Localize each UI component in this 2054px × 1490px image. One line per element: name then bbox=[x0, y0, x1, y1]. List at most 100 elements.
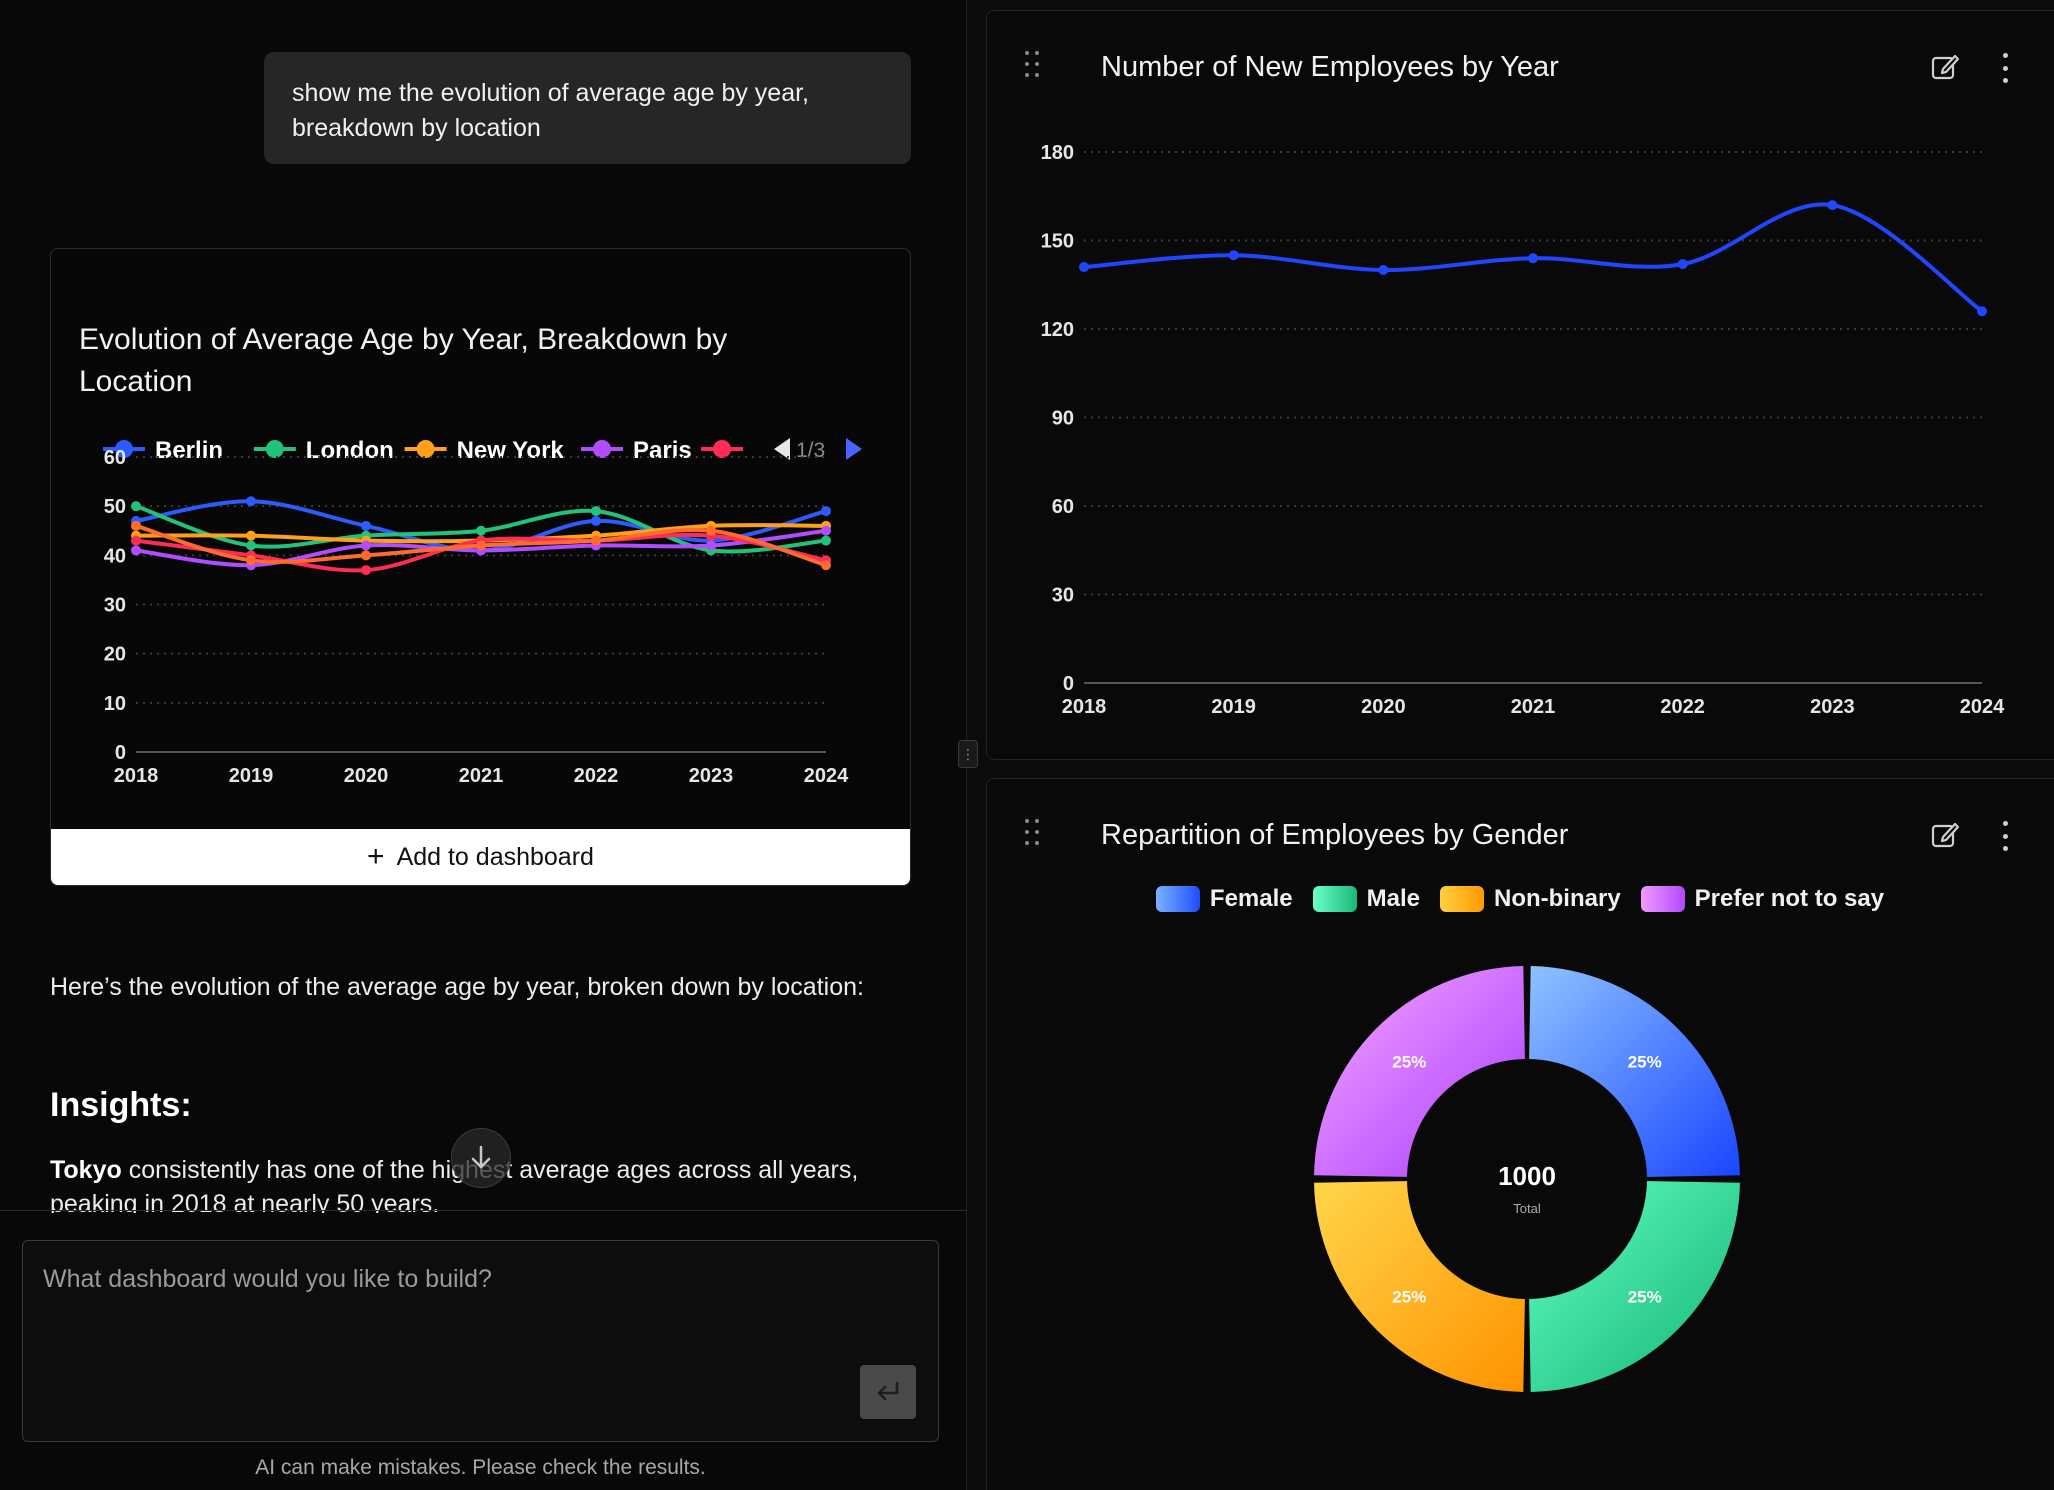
gender-widget-title: Repartition of Employees by Gender bbox=[1101, 819, 1569, 851]
legend-next-icon[interactable] bbox=[846, 438, 862, 460]
employees-y-tick-label: 150 bbox=[1041, 231, 1074, 253]
age-data-point bbox=[361, 550, 371, 561]
age-y-tick-label: 40 bbox=[104, 545, 126, 567]
age-data-point bbox=[131, 535, 141, 546]
gender-legend-item[interactable]: Non-binary bbox=[1440, 885, 1621, 913]
employees-data-point bbox=[1528, 253, 1538, 264]
gender-legend-item[interactable]: Female bbox=[1155, 885, 1293, 913]
donut-slice-male[interactable] bbox=[1529, 1181, 1740, 1392]
enter-icon bbox=[877, 1381, 899, 1401]
donut-center-value: 1000 bbox=[1498, 1161, 1556, 1191]
arrow-down-icon bbox=[471, 1145, 491, 1169]
age-x-tick-label: 2020 bbox=[344, 765, 389, 787]
composer-input[interactable] bbox=[43, 1259, 863, 1299]
legend-swatch bbox=[1640, 886, 1685, 912]
donut-slice-prefer-not-to-say[interactable] bbox=[1314, 966, 1525, 1177]
employees-x-tick-label: 2024 bbox=[1960, 696, 2005, 718]
legend-label-new-york[interactable]: New York bbox=[457, 437, 565, 464]
legend-swatch bbox=[1312, 886, 1357, 912]
edit-icon[interactable] bbox=[1929, 819, 1961, 851]
legend-marker bbox=[416, 440, 435, 458]
age-line-chart: Berlin London New York Paris 1/3 0 10 20 30 40 50 6… bbox=[103, 437, 862, 787]
employees-data-point bbox=[1677, 259, 1688, 270]
chart-card: Evolution of Average Age by Year, Breakd… bbox=[50, 248, 911, 886]
chat-divider bbox=[0, 1210, 967, 1211]
more-options-icon[interactable] bbox=[1999, 53, 2011, 83]
chart-card-title: Evolution of Average Age by Year, Breakd… bbox=[79, 323, 728, 398]
user-message-text: show me the evolution of average age by … bbox=[292, 79, 809, 142]
donut-slice-label: 25% bbox=[1628, 1052, 1662, 1071]
age-data-point bbox=[821, 506, 831, 517]
age-data-point bbox=[246, 540, 256, 551]
age-data-point bbox=[476, 540, 486, 551]
age-y-tick-label: 20 bbox=[104, 644, 126, 666]
age-x-tick-label: 2023 bbox=[689, 765, 734, 787]
employees-y-tick-label: 180 bbox=[1041, 142, 1074, 164]
drag-handle-icon[interactable] bbox=[1023, 51, 1043, 81]
legend-marker bbox=[593, 440, 611, 458]
assistant-answer-text: Here’s the evolution of the average age … bbox=[50, 973, 864, 1001]
legend-label-london[interactable]: London bbox=[306, 437, 394, 464]
employees-x-tick-label: 2018 bbox=[1062, 696, 1107, 718]
employees-x-tick-label: 2020 bbox=[1361, 696, 1406, 718]
donut-slice-female[interactable] bbox=[1529, 966, 1740, 1177]
legend-label-paris[interactable]: Paris bbox=[633, 437, 692, 464]
drag-handle-icon[interactable] bbox=[1023, 819, 1043, 849]
age-y-tick-label: 50 bbox=[104, 496, 126, 518]
scroll-down-button[interactable] bbox=[451, 1128, 511, 1188]
add-to-dashboard-button[interactable]: + Add to dashboard bbox=[51, 829, 910, 885]
employees-y-tick-label: 90 bbox=[1052, 408, 1074, 430]
employees-data-point bbox=[1977, 306, 1987, 317]
send-button[interactable] bbox=[860, 1365, 916, 1419]
employees-x-tick-label: 2019 bbox=[1211, 696, 1256, 718]
age-data-point bbox=[591, 535, 601, 546]
more-options-icon[interactable] bbox=[1999, 821, 2011, 851]
panel-resize-handle[interactable]: ⋮ bbox=[958, 740, 978, 768]
age-data-point bbox=[821, 560, 831, 571]
add-to-dashboard-label: Add to dashboard bbox=[396, 842, 594, 871]
age-data-point bbox=[361, 520, 371, 531]
age-y-tick-label: 0 bbox=[115, 742, 126, 764]
legend-page-indicator: 1/3 bbox=[796, 439, 825, 462]
employees-widget: Number of New Employees by Year 0 30 60 90 1… bbox=[986, 10, 2054, 760]
employees-x-tick-label: 2023 bbox=[1810, 696, 1855, 718]
age-data-point bbox=[131, 545, 141, 556]
age-y-tick-label: 30 bbox=[104, 595, 126, 617]
legend-swatch bbox=[1155, 886, 1200, 912]
age-x-tick-label: 2018 bbox=[114, 765, 159, 787]
edit-icon[interactable] bbox=[1929, 51, 1961, 83]
legend-marker bbox=[115, 440, 133, 458]
age-data-point bbox=[706, 540, 716, 551]
employees-data-point bbox=[1228, 250, 1239, 261]
donut-slice-label: 25% bbox=[1392, 1052, 1426, 1071]
chat-panel: show me the evolution of average age by … bbox=[0, 0, 967, 1490]
legend-marker bbox=[265, 440, 284, 458]
gender-legend-label: Non-binary bbox=[1494, 885, 1621, 912]
insight-bold-location: Tokyo bbox=[50, 1156, 122, 1184]
age-data-point bbox=[361, 540, 371, 551]
donut-slice-non-binary[interactable] bbox=[1314, 1181, 1525, 1392]
insight-paragraph: Tokyo consistently has one of the highes… bbox=[50, 1153, 880, 1213]
gender-legend-label: Prefer not to say bbox=[1694, 885, 1885, 912]
age-data-point bbox=[591, 515, 601, 526]
legend-label-berlin[interactable]: Berlin bbox=[155, 437, 223, 464]
age-data-point bbox=[246, 555, 256, 566]
gender-legend-item[interactable]: Male bbox=[1312, 885, 1420, 913]
gender-donut-chart: 1000 Total 25% 25% 25% 25% bbox=[1314, 966, 1740, 1392]
plus-icon: + bbox=[367, 840, 385, 873]
donut-slice-label: 25% bbox=[1628, 1288, 1662, 1307]
age-data-point bbox=[131, 501, 141, 512]
age-x-tick-label: 2022 bbox=[574, 765, 619, 787]
age-data-point bbox=[246, 496, 256, 507]
age-x-tick-label: 2021 bbox=[459, 765, 504, 787]
gender-legend-item[interactable]: Prefer not to say bbox=[1640, 885, 1885, 913]
employees-y-tick-label: 120 bbox=[1041, 319, 1074, 341]
donut-slice-label: 25% bbox=[1392, 1288, 1426, 1307]
legend-prev-icon[interactable] bbox=[774, 438, 790, 460]
age-data-point bbox=[591, 506, 601, 517]
employees-data-point bbox=[1378, 265, 1389, 275]
employees-line-chart: 0 30 60 90 120 150 180 2018 2019 2020 2021 2022 2023… bbox=[1041, 142, 2005, 718]
age-data-point bbox=[706, 525, 716, 536]
employees-x-tick-label: 2021 bbox=[1511, 696, 1556, 718]
legend-swatch bbox=[1440, 886, 1484, 912]
